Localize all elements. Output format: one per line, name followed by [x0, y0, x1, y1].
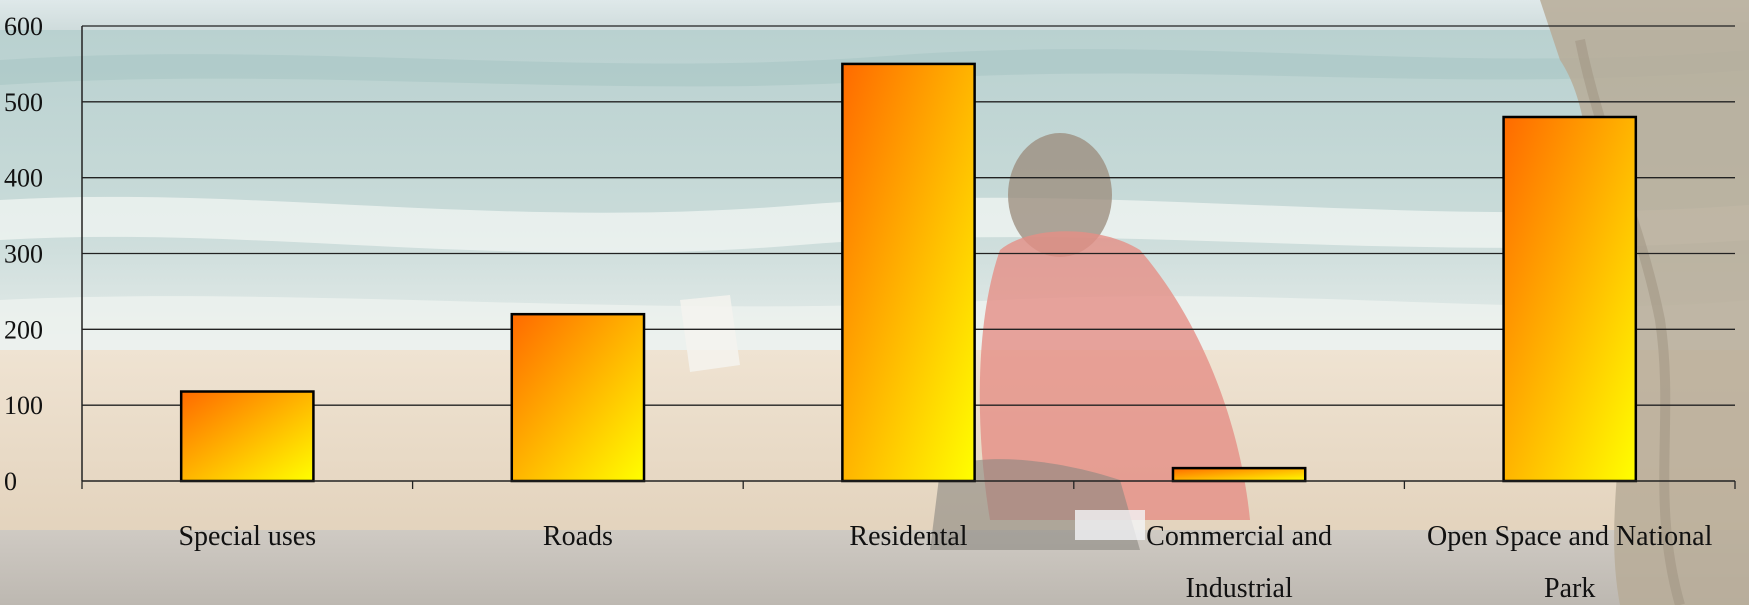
y-tick-label: 200: [4, 315, 43, 344]
bar-special-uses: [179, 390, 315, 483]
y-tick-label: 100: [4, 391, 43, 420]
bar-roads: [510, 312, 646, 483]
y-axis-tick-labels: 0 100 200 300 400 500 600: [4, 12, 43, 496]
bars: [179, 62, 1638, 483]
y-tick-label: 400: [4, 164, 43, 193]
bar-commercial-and-industrial: [1171, 466, 1307, 483]
x-category-label: Special uses: [178, 521, 316, 552]
axes: [81, 26, 1736, 489]
x-axis-category-labels: Special uses Roads Residental Commercial an…: [178, 521, 1712, 604]
y-tick-label: 0: [4, 467, 17, 496]
x-category-label: Open Space and National Park: [1427, 521, 1713, 604]
x-category-label: Residental: [849, 521, 967, 552]
y-tick-label: 600: [4, 12, 43, 41]
x-category-label: Commercial and Industrial: [1146, 521, 1332, 604]
y-tick-label: 500: [4, 88, 43, 117]
bar-residental: [841, 62, 976, 483]
y-tick-label: 300: [4, 240, 43, 269]
bar-open-space-and-national-park: [1502, 115, 1638, 483]
x-category-label: Roads: [543, 521, 613, 552]
